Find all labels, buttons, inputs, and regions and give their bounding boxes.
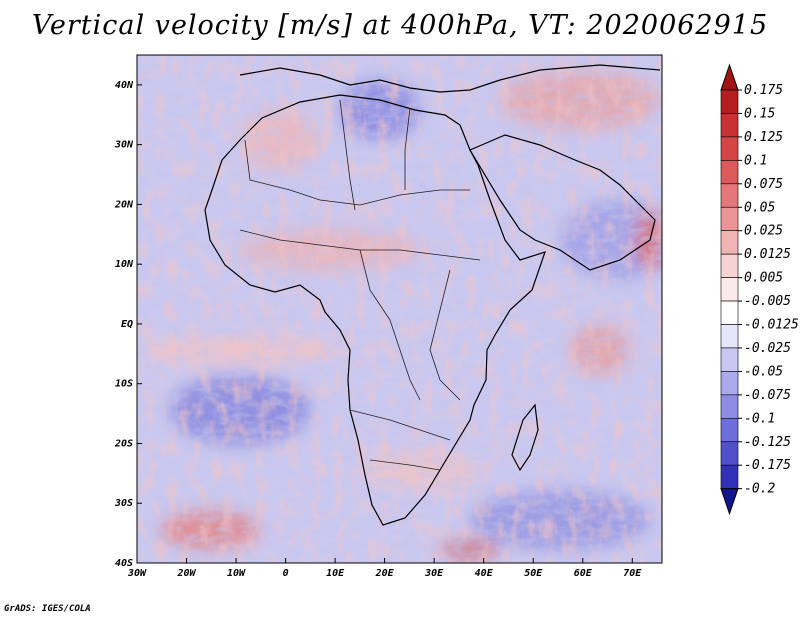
lon-tick-label: 30E <box>424 568 444 579</box>
colorbar-swatch <box>720 89 739 114</box>
colorbar-swatch <box>720 347 739 372</box>
lon-tick-label: 30W <box>127 568 147 579</box>
colorbar-label: 0.175 <box>744 83 783 98</box>
colorbar-label: -0.2 <box>744 482 775 497</box>
lon-tick-label: 70E <box>623 568 642 579</box>
lon-tick-label: 20E <box>375 568 395 579</box>
colorbar-label: 0.1 <box>744 153 767 168</box>
colorbar-swatch <box>720 253 739 278</box>
colorbar-swatch <box>720 230 739 255</box>
longitude-axis: 30W 20W 10W 0 10E 20E 30E 40E 50E 60E 70E <box>127 558 642 579</box>
lat-tick-label: EQ <box>121 319 133 330</box>
colorbar-swatch <box>720 206 739 232</box>
colorbar-label: -0.125 <box>744 435 791 450</box>
lat-tick-label: 10S <box>115 379 133 390</box>
lat-tick-label: 20N <box>114 199 134 210</box>
colorbar-swatch <box>720 300 739 325</box>
lon-tick-label: 50E <box>524 568 543 579</box>
lat-tick-label: 30S <box>114 498 133 509</box>
colorbar-label: -0.025 <box>744 341 791 356</box>
lat-tick-label: 30N <box>114 140 134 151</box>
colorbar-swatch <box>720 324 739 349</box>
lat-tick-label: 10N <box>115 259 134 270</box>
colorbar-label: 0.125 <box>744 130 783 145</box>
colorbar-label: 0.025 <box>744 224 783 239</box>
lon-tick-label: 10W <box>227 568 246 579</box>
lon-tick-label: 60E <box>574 568 593 579</box>
colorbar-label: 0.075 <box>744 177 783 192</box>
coastlines <box>204 64 661 526</box>
colorbar-label: 0.0125 <box>744 247 791 262</box>
country-borders <box>239 99 481 471</box>
colorbar-label: -0.005 <box>744 294 791 309</box>
colorbar-label: -0.0125 <box>744 318 799 333</box>
lat-tick-label: 40S <box>115 558 133 569</box>
lon-tick-label: 0 <box>283 568 289 579</box>
colorbar-label: 0.15 <box>744 106 775 121</box>
colorbar-label: -0.075 <box>744 388 791 403</box>
lon-tick-label: 20W <box>176 568 196 579</box>
colorbar-bottom-arrow <box>720 488 739 516</box>
lat-tick-label: 20S <box>114 438 133 449</box>
colorbar-label: -0.05 <box>744 364 783 379</box>
colorbar-top-arrow <box>720 63 739 91</box>
lon-tick-label: 40E <box>475 568 494 579</box>
colorbar-swatch <box>720 136 739 161</box>
lat-tick-label: 40N <box>115 80 134 91</box>
colorbar-swatch <box>720 441 739 466</box>
credit-label: GrADS: IGES/COLA <box>4 604 91 614</box>
colorbar-label: 0.005 <box>744 271 783 286</box>
colorbar-swatch <box>720 183 739 208</box>
colorbar-swatch <box>720 113 739 138</box>
colorbar-swatch <box>720 160 739 185</box>
colorbar: 0.175 0.15 0.125 0.1 0.075 0.05 0.025 0.0125 0.0… <box>720 63 799 516</box>
velocity-field <box>137 55 662 563</box>
colorbar-label: 0.05 <box>744 200 775 215</box>
colorbar-swatch <box>720 277 739 302</box>
map-frame <box>136 54 663 564</box>
latitude-axis: 40N 30N 20N 10N EQ 10S 20S 30S 40S <box>114 80 142 569</box>
plot-title: Vertical velocity [m/s] at 400hPa, VT: 2… <box>31 10 769 41</box>
colorbar-swatch <box>720 417 739 443</box>
lon-tick-label: 10E <box>326 568 345 579</box>
colorbar-swatch <box>720 464 739 489</box>
colorbar-swatch <box>720 394 739 419</box>
colorbar-label: -0.175 <box>744 458 791 473</box>
colorbar-label: -0.1 <box>744 411 775 426</box>
colorbar-swatch <box>720 371 739 396</box>
